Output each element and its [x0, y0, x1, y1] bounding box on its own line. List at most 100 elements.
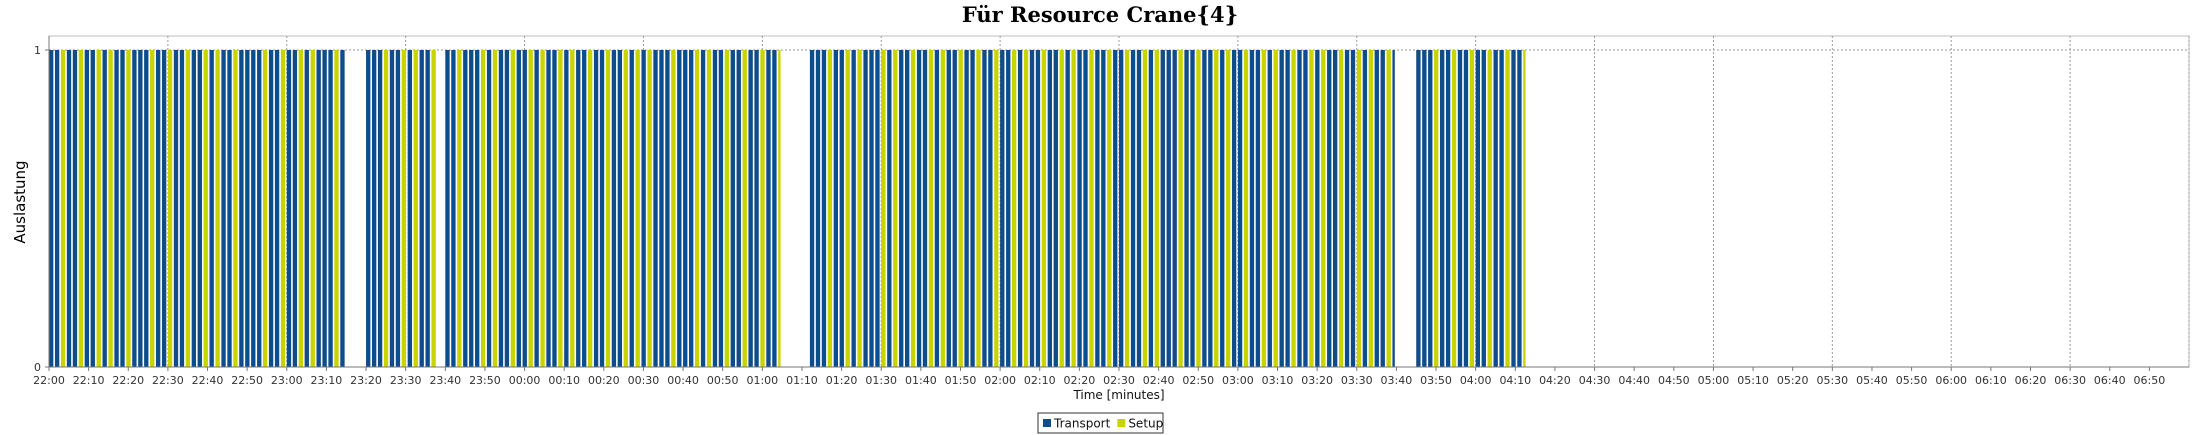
bar-transport — [922, 50, 928, 367]
bar-transport — [1220, 50, 1225, 367]
x-tick-label: 04:40 — [1618, 374, 1650, 387]
bar-transport — [407, 50, 412, 367]
x-tick-label: 23:10 — [311, 374, 343, 387]
bar-transport — [1006, 50, 1011, 367]
bar-transport — [1035, 50, 1041, 367]
bar-transport — [736, 50, 741, 367]
bar-transport — [1440, 50, 1445, 367]
bar-transport — [486, 50, 492, 367]
bar-transport — [1166, 50, 1171, 367]
x-tick-label: 04:30 — [1579, 374, 1611, 387]
bar-transport — [209, 50, 214, 367]
bar-transport — [970, 50, 975, 367]
bar-transport — [1315, 50, 1320, 367]
bar-transport — [1249, 50, 1255, 367]
bar-setup — [760, 50, 765, 367]
y-axis-label: Auslastung — [11, 160, 29, 243]
bar-setup — [431, 50, 436, 367]
bar-transport — [641, 50, 646, 367]
bar-transport — [161, 50, 167, 367]
bar-setup — [958, 50, 963, 367]
bar-transport — [1267, 50, 1272, 367]
bar-transport — [593, 50, 599, 367]
bar-transport — [1119, 50, 1124, 367]
bar-setup — [413, 50, 418, 367]
x-tick-label: 23:20 — [350, 374, 382, 387]
bar-transport — [366, 50, 371, 367]
legend-swatch — [1117, 419, 1126, 427]
bar-transport — [1095, 50, 1100, 367]
bar-transport — [1422, 50, 1427, 367]
bar-transport — [1362, 50, 1368, 367]
x-tick-label: 23:00 — [271, 374, 303, 387]
x-tick-label: 00:00 — [509, 374, 541, 387]
bar-setup — [910, 50, 916, 367]
bar-transport — [564, 50, 569, 367]
bar-setup — [108, 50, 113, 367]
bar-transport — [952, 50, 957, 367]
legend-item-label[interactable]: Setup — [1128, 417, 1163, 431]
bar-transport — [546, 50, 551, 367]
bar-transport — [522, 50, 527, 367]
bar-setup — [1089, 50, 1094, 367]
bar-transport — [1053, 50, 1058, 367]
bar-setup — [1321, 50, 1326, 367]
y-tick-label: 0 — [34, 361, 41, 374]
x-tick-label: 06:10 — [1975, 374, 2007, 387]
bar-setup — [587, 50, 593, 367]
bar-setup — [280, 50, 286, 367]
bar-transport — [1113, 50, 1118, 367]
x-tick-label: 00:40 — [667, 374, 699, 387]
bar-setup — [1338, 50, 1344, 367]
bar-setup — [994, 50, 999, 367]
bar-transport — [988, 50, 993, 367]
legend[interactable]: Transport Setup — [1037, 412, 1164, 434]
axes: 0 1 22:00 22:10 22:20 22:30 22:40 22:50 23:00 23:… — [33, 36, 2189, 387]
bar-transport — [227, 50, 232, 367]
bar-setup — [167, 50, 173, 367]
bar-setup — [1434, 50, 1439, 367]
bar-transport — [257, 50, 262, 367]
bar-transport — [1136, 50, 1142, 367]
x-tick-label: 01:50 — [945, 374, 977, 387]
legend-item-label[interactable]: Transport — [1053, 417, 1111, 431]
bar-setup — [1196, 50, 1201, 367]
bar-transport — [469, 50, 474, 367]
bar-setup — [1023, 50, 1029, 367]
bar-transport — [138, 50, 143, 367]
bar-transport — [1499, 50, 1504, 367]
bar-transport — [1481, 50, 1486, 367]
bar-setup — [1041, 50, 1047, 367]
bar-transport — [1392, 50, 1395, 367]
bar-setup — [96, 50, 101, 367]
bar-setup — [976, 50, 981, 367]
bar-transport — [1047, 50, 1053, 367]
bar-transport — [144, 50, 149, 367]
x-tick-label: 03:30 — [1341, 374, 1373, 387]
bar-transport — [1457, 50, 1463, 367]
bar-setup — [881, 50, 886, 367]
bar-setup — [1124, 50, 1130, 367]
bar-setup — [480, 50, 486, 367]
bar-setup — [383, 50, 389, 367]
bar-transport — [475, 50, 480, 367]
bar-transport — [582, 50, 587, 367]
bar-setup — [263, 50, 268, 367]
bar-transport — [730, 50, 735, 367]
x-tick-label: 22:00 — [33, 374, 65, 387]
bar-transport — [712, 50, 718, 367]
bar-setup — [1178, 50, 1183, 367]
bar-transport — [875, 50, 880, 367]
bar-transport — [677, 50, 682, 367]
bar-setup — [742, 50, 747, 367]
bar-transport — [772, 50, 777, 367]
x-tick-label: 06:20 — [2015, 374, 2047, 387]
bar-transport — [1297, 50, 1302, 367]
x-tick-label: 23:40 — [429, 374, 461, 387]
bar-setup — [1505, 50, 1510, 367]
bar-transport — [1475, 50, 1481, 367]
bar-transport — [49, 50, 54, 367]
bar-transport — [419, 50, 424, 367]
bar-transport — [766, 50, 771, 367]
bar-setup — [126, 50, 131, 367]
